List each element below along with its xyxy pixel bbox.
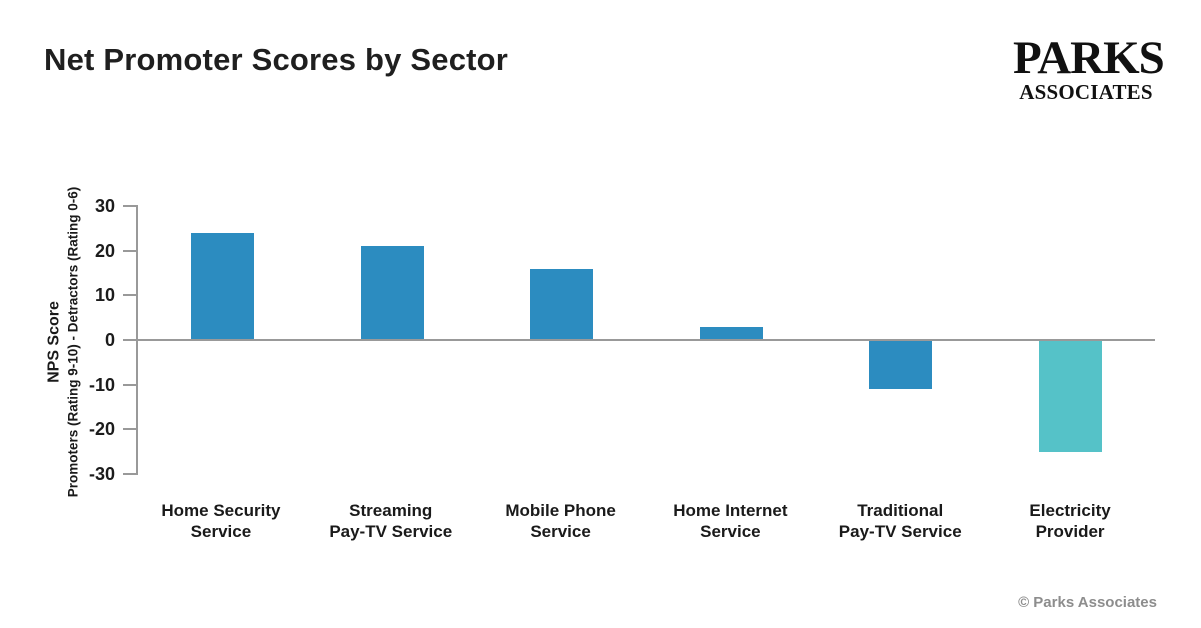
x-axis-labels: Home Security Service Streaming Pay-TV Se… — [136, 500, 1155, 543]
bar-traditional-pay-tv-service — [869, 340, 933, 390]
y-tick-mark — [123, 249, 138, 252]
y-tick-mark — [123, 383, 138, 386]
y-tick-mark — [123, 428, 138, 431]
y-tick-label: 0 — [104, 330, 115, 350]
zero-baseline — [123, 339, 1155, 341]
bar-electricity-provider — [1038, 340, 1102, 452]
y-tick-label: -10 — [88, 374, 115, 395]
plot-area: 30 20 10 0 -10 -20 -30 — [89, 196, 1155, 484]
bar-home-internet-service — [699, 326, 763, 340]
y-tick-mark — [123, 294, 138, 297]
y-tick-label: 30 — [94, 196, 115, 216]
y-tick-label: 20 — [94, 240, 115, 261]
x-axis-category-label: Streaming Pay-TV Service — [329, 501, 453, 542]
x-axis-category-label: Electricity Provider — [1029, 501, 1111, 542]
bar-mobile-phone-service — [530, 268, 594, 340]
bar-streaming-pay-tv-service — [360, 246, 424, 340]
x-axis-category-label: Mobile Phone Service — [505, 501, 616, 542]
bar-home-security-service — [191, 232, 255, 340]
copyright: © Parks Associates — [1018, 594, 1157, 611]
x-axis-category-label: Traditional Pay-TV Service — [838, 501, 962, 542]
x-axis-category-label: Home Security Service — [161, 501, 281, 542]
y-tick-mark — [123, 473, 138, 475]
y-tick-label: -20 — [88, 419, 115, 440]
page-title: Net Promoter Scores by Sector — [44, 42, 509, 77]
x-axis-category-label: Home Internet Service — [673, 501, 788, 542]
logo-parks-text: PARKS — [1013, 32, 1165, 84]
parks-associates-logo: PARKS ASSOCIATES — [1013, 32, 1165, 105]
y-tick-label: -30 — [88, 464, 115, 484]
y-tick-mark — [123, 205, 138, 207]
y-tick-label: 10 — [94, 285, 115, 306]
logo-associates-text: ASSOCIATES — [1019, 80, 1153, 105]
